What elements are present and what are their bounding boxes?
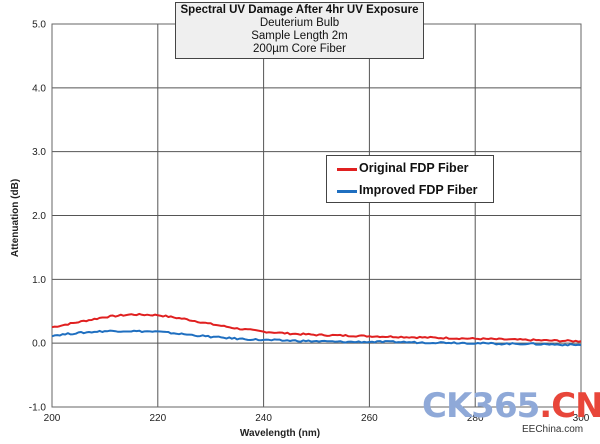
chart-subtitle-line-1: Deuterium Bulb (259, 17, 340, 29)
chart-title-box: Spectral UV Damage After 4hr UV Exposure… (175, 2, 424, 59)
y-tick-label: 3.0 (32, 147, 46, 158)
series-layer (51, 312, 582, 347)
y-tick-label: 5.0 (32, 20, 46, 31)
x-tick-label: 300 (573, 413, 590, 424)
chart-subtitle-line-3: 200µm Core Fiber (253, 43, 346, 55)
legend-swatch-improved (337, 190, 357, 193)
watermark-logo: CK365.CN (422, 388, 600, 424)
y-tick-label: 1.0 (32, 275, 46, 286)
x-tick-label: 220 (149, 413, 166, 424)
watermark-subtext: EEChina.com (522, 424, 584, 435)
legend: Original FDP Fiber Improved FDP Fiber (326, 155, 494, 203)
y-tick-label: 2.0 (32, 211, 46, 222)
x-tick-label: 200 (44, 413, 61, 424)
x-axis-ticks: 200 220 240 260 280 300 (44, 413, 590, 424)
chart-subtitle-line-2: Sample Length 2m (251, 30, 348, 42)
series-line-improved (51, 329, 582, 347)
y-axis-label: Attenuation (dB) (10, 179, 21, 257)
y-tick-label: 4.0 (32, 83, 46, 94)
y-axis-ticks: -1.0 0.0 1.0 2.0 3.0 4.0 5.0 (29, 20, 47, 414)
legend-label-original: Original FDP Fiber (359, 161, 469, 175)
watermark-part-b: .CN (539, 386, 600, 426)
series-line-original (51, 312, 582, 343)
x-tick-label: 240 (255, 413, 272, 424)
watermark-part-a: CK365 (422, 386, 540, 426)
legend-item-original: Original FDP Fiber (327, 160, 493, 178)
legend-swatch-original (337, 168, 357, 171)
x-axis-label: Wavelength (nm) (240, 428, 320, 439)
legend-label-improved: Improved FDP Fiber (359, 183, 478, 197)
x-tick-label: 280 (467, 413, 484, 424)
y-tick-label: -1.0 (29, 403, 47, 414)
y-tick-label: 0.0 (32, 339, 46, 350)
chart-title: Spectral UV Damage After 4hr UV Exposure (180, 4, 419, 16)
legend-item-improved: Improved FDP Fiber (327, 182, 493, 200)
x-tick-label: 260 (361, 413, 378, 424)
